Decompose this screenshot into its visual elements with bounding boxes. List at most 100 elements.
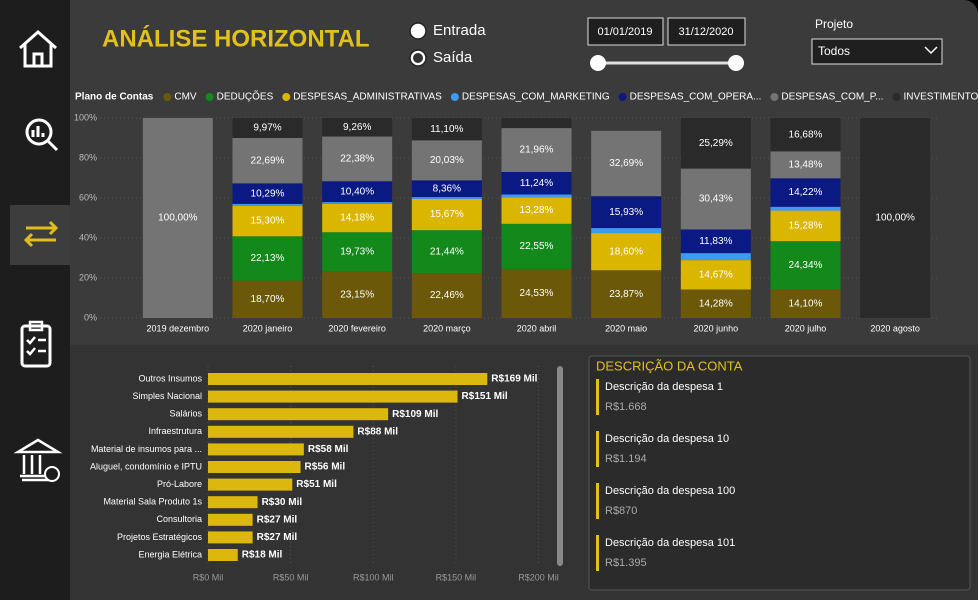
checklist-icon[interactable] <box>20 320 52 368</box>
legend-label[interactable]: DESPESAS_COM_OPERA... <box>630 92 762 103</box>
x-tick-label: R$150 Mil <box>436 572 477 582</box>
x-tick-label: 2020 maio <box>605 323 647 333</box>
legend-label[interactable]: DESPESAS_COM_P... <box>781 92 883 103</box>
bar <box>208 496 258 509</box>
bar <box>208 549 238 561</box>
legend-title: Plano de Contas <box>75 92 154 103</box>
bar-segment <box>591 233 662 271</box>
item-accent <box>596 431 599 467</box>
x-tick-label: 2020 junho <box>694 323 739 333</box>
bar-segment <box>860 118 931 318</box>
radio-selected[interactable] <box>413 53 423 63</box>
data-label: 21,44% <box>430 246 464 257</box>
category-label: Consultoria <box>156 514 202 524</box>
home-icon[interactable] <box>19 29 57 68</box>
data-label: 14,10% <box>789 299 823 310</box>
account-name[interactable]: Descrição da despesa 10 <box>605 433 729 445</box>
bar-segment <box>411 118 482 141</box>
bar-segment <box>322 203 393 233</box>
bar-segment <box>232 137 303 184</box>
bar-segment <box>232 183 303 204</box>
data-label: 11,83% <box>699 236 732 247</box>
bar-segment <box>322 232 393 272</box>
slider-handle-start[interactable] <box>590 55 606 71</box>
account-name[interactable]: Descrição da despesa 101 <box>605 537 735 549</box>
legend-label[interactable]: DESPESAS_COM_MARKETING <box>462 92 610 103</box>
data-label: 15,30% <box>251 216 285 227</box>
data-label: 20,03% <box>430 155 464 166</box>
compare-icon[interactable] <box>23 220 59 248</box>
search-icon[interactable] <box>25 118 59 152</box>
dropdown-chevron[interactable] <box>924 46 938 55</box>
data-label: 15,93% <box>609 207 643 218</box>
scrollbar[interactable] <box>557 366 563 566</box>
bar-segment <box>591 196 662 229</box>
data-label: 24,34% <box>789 260 823 271</box>
bar-segment <box>232 205 303 237</box>
category-label: Material Sala Produto 1s <box>103 497 202 507</box>
data-label: R$58 Mil <box>308 444 349 455</box>
legend-marker <box>205 93 214 101</box>
account-panel-title: DESCRIÇÃO DA CONTA <box>596 358 743 373</box>
data-label: 14,22% <box>789 187 823 198</box>
data-label: 13,28% <box>520 205 554 216</box>
data-label: 30,43% <box>699 194 733 205</box>
account-name[interactable]: Descrição da despesa 1 <box>605 381 723 393</box>
legend-label[interactable]: DEDUÇÕES <box>217 90 274 103</box>
account-panel <box>588 355 971 591</box>
data-label: R$169 Mil <box>491 374 537 385</box>
radio-label[interactable]: Saída <box>433 49 473 66</box>
item-accent <box>596 483 599 519</box>
end-date-box[interactable] <box>667 17 746 46</box>
data-label: 100,00% <box>158 213 198 224</box>
y-tick-label: 40% <box>79 232 97 242</box>
account-name[interactable]: Descrição da despesa 100 <box>605 485 735 497</box>
data-label: 32,69% <box>609 158 643 169</box>
legend-label[interactable]: DESPESAS_ADMINISTRATIVAS <box>293 92 442 103</box>
data-label: R$88 Mil <box>357 426 398 437</box>
project-dropdown[interactable] <box>811 38 943 65</box>
y-tick-label: 0% <box>84 312 97 322</box>
start-date-box[interactable] <box>587 17 664 46</box>
x-tick-label: 2019 dezembro <box>147 323 210 333</box>
bar <box>208 461 301 473</box>
category-label: Projetos Estratégicos <box>117 532 203 542</box>
legend-marker <box>282 93 291 101</box>
bar-segment <box>411 230 482 274</box>
project-label: Projeto <box>815 17 853 31</box>
y-tick-label: 100% <box>74 112 97 122</box>
bar-segment <box>770 210 841 242</box>
legend-marker <box>618 93 627 101</box>
bar-segment <box>411 180 482 198</box>
legend-label[interactable]: CMV <box>174 92 197 103</box>
slider-handle-end[interactable] <box>728 55 744 71</box>
bank-icon[interactable] <box>13 438 63 482</box>
bar-segment <box>770 178 841 207</box>
legend-marker <box>892 93 901 101</box>
legend-label[interactable]: INVESTIMENTOS <box>903 92 978 103</box>
x-tick-label: R$50 Mil <box>273 572 309 582</box>
radio-label[interactable]: Entrada <box>433 22 486 39</box>
legend-marker <box>450 93 459 101</box>
bar-segment <box>680 253 751 261</box>
bar-segment <box>501 197 572 224</box>
end-date[interactable]: 31/12/2020 <box>678 26 733 38</box>
data-label: R$56 Mil <box>305 462 346 473</box>
radio-button[interactable] <box>409 22 427 40</box>
start-date[interactable]: 01/01/2019 <box>597 26 652 38</box>
data-label: 9,26% <box>343 122 371 133</box>
data-label: 18,70% <box>251 294 285 305</box>
category-label: Aluguel, condomínio e IPTU <box>90 461 202 471</box>
project-value[interactable]: Todos <box>818 44 850 58</box>
bar-segment <box>680 118 751 169</box>
bar-segment <box>322 118 393 137</box>
sidebar <box>0 0 70 600</box>
bar <box>208 408 389 421</box>
data-label: 10,29% <box>251 188 285 199</box>
data-label: 18,60% <box>609 246 643 257</box>
data-label: 100,00% <box>875 213 915 224</box>
data-label: 23,15% <box>340 289 374 300</box>
sidebar-selected <box>10 205 70 265</box>
